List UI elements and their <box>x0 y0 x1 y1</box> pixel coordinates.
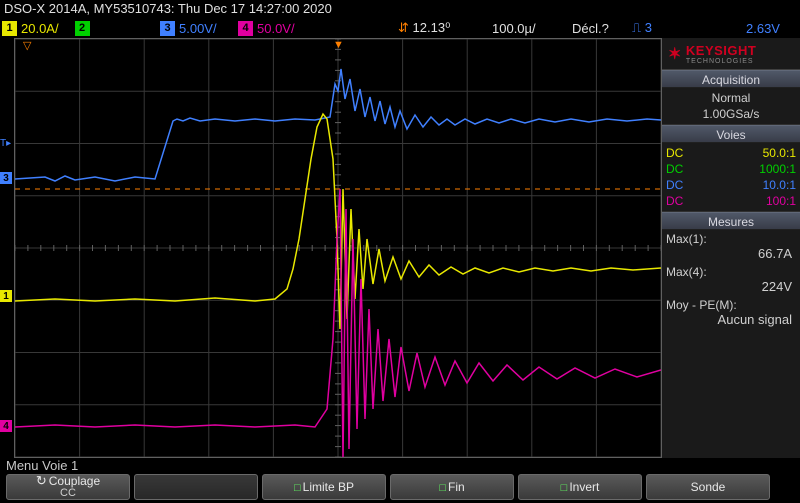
trigger-ref-left-icon: ▽ <box>23 39 31 52</box>
trigger-slope-icon: ⎍ <box>632 20 641 35</box>
mesures-section: Max(1):66.7AMax(4):224VMoy - PE(M):Aucun… <box>662 230 800 458</box>
ch2-indicator: 2 <box>75 21 90 36</box>
ch3-ref-marker: 3 <box>0 172 12 184</box>
menu-title: Menu Voie 1 <box>0 458 800 474</box>
waveform-display[interactable]: ▽ ▼ <box>14 38 662 458</box>
title-bar: DSO-X 2014A, MY53510743: Thu Dec 17 14:2… <box>0 0 800 18</box>
acquisition-rate: 1.00GSa/s <box>666 106 796 122</box>
softkey[interactable]: ↻CouplageCC <box>6 474 130 500</box>
ch1-indicator: 1 <box>2 21 17 36</box>
keysight-logo: ✶ KEYSIGHT TECHNOLOGIES <box>662 38 800 70</box>
voies-row: DC100:1 <box>666 193 796 209</box>
voies-section: DC50.0:1DC1000:1DC10.0:1DC100:1 <box>662 143 800 212</box>
ch4-scale: 50.0V/ <box>257 21 295 36</box>
trigger-time-marker-icon: ▼ <box>333 39 344 51</box>
measurement-item: Max(1):66.7A <box>662 230 800 263</box>
acquisition-section: Normal 1.00GSa/s <box>662 88 800 125</box>
ch3-indicator: 3 <box>160 21 175 36</box>
trigger-level: 2.63V <box>746 21 780 36</box>
time-position: ⇵ 12.13⁰ <box>398 20 450 36</box>
side-panel: ✶ KEYSIGHT TECHNOLOGIES Acquisition Norm… <box>662 38 800 458</box>
ch3-scale: 5.00V/ <box>179 21 217 36</box>
ch1-ref-marker: 1 <box>0 290 12 302</box>
softkey[interactable]: Sonde <box>646 474 770 500</box>
measurement-item: Moy - PE(M):Aucun signal <box>662 296 800 329</box>
softkey[interactable]: □Limite BP <box>262 474 386 500</box>
ch1-scale: 20.0A/ <box>21 21 59 36</box>
trigger-mode: Décl.? <box>572 21 609 36</box>
softkey[interactable]: □Invert <box>518 474 642 500</box>
bottom-bar: Menu Voie 1 ↻CouplageCC □Limite BP□Fin□In… <box>0 458 800 503</box>
time-div: 100.0µ/ <box>492 21 536 36</box>
softkey-row: ↻CouplageCC □Limite BP□Fin□InvertSonde <box>0 474 800 502</box>
measurement-item: Max(4):224V <box>662 263 800 296</box>
voies-row: DC50.0:1 <box>666 145 796 161</box>
waveforms <box>15 39 661 457</box>
trigger-level-marker: T▸ <box>0 138 11 149</box>
ch4-indicator: 4 <box>238 21 253 36</box>
ch4-ref-marker: 4 <box>0 420 12 432</box>
channel-reference-gutter: 3 1 4 T▸ <box>0 38 14 458</box>
voies-row: DC10.0:1 <box>666 177 796 193</box>
voies-header: Voies <box>662 125 800 143</box>
mesures-header: Mesures <box>662 212 800 230</box>
channel-info-bar: 1 20.0A/ 2 3 5.00V/ 4 50.0V/ ⇵ 12.13⁰ 10… <box>0 18 800 38</box>
acquisition-header: Acquisition <box>662 70 800 88</box>
trigger-channel: 3 <box>645 20 652 35</box>
voies-row: DC1000:1 <box>666 161 796 177</box>
softkey <box>134 474 258 500</box>
softkey[interactable]: □Fin <box>390 474 514 500</box>
acquisition-mode: Normal <box>666 90 796 106</box>
